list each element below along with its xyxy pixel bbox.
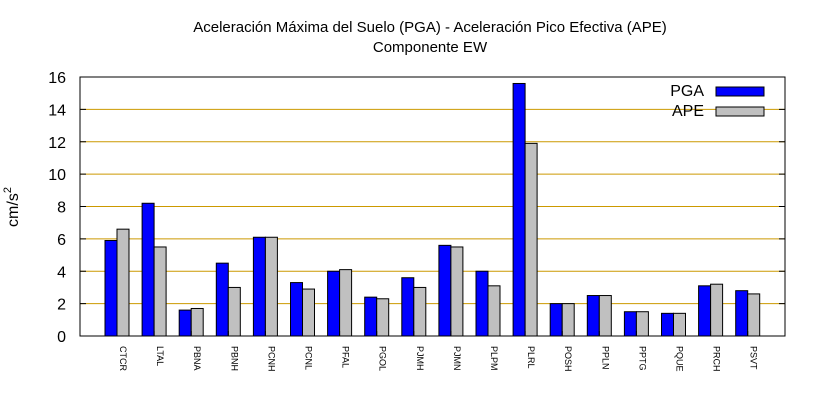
y-tick-label: 16 [48, 70, 66, 87]
legend: PGA APE [670, 83, 765, 120]
category-label-pjmn: PJMN [452, 346, 462, 371]
y-tick-label: 12 [48, 135, 66, 152]
chart-subtitle: Componente EW [373, 39, 488, 56]
bar-ape-pbnh [227, 286, 241, 337]
y-axis-label-exponent: 2 [2, 187, 14, 193]
bar-pga-plpm [475, 270, 489, 337]
y-tick-label: 8 [57, 200, 66, 217]
bar-ape-plpm [487, 285, 501, 337]
y-tick-label: 0 [57, 329, 66, 346]
category-label-pbna: PBNA [192, 346, 202, 371]
bar-pga-pfal [327, 270, 341, 337]
category-label-pbnh: PBNH [229, 346, 239, 371]
category-label-ctcr: CTCR [118, 346, 128, 371]
category-label-prch: PRCH [712, 346, 722, 372]
bar-pga-pque [661, 312, 674, 337]
chart-title: Aceleración Máxima del Suelo (PGA) - Ace… [193, 19, 667, 36]
y-axis-label-unit: cm/s [5, 193, 22, 227]
bar-pga-pcnh [252, 236, 266, 337]
legend-swatch-pga [715, 86, 765, 97]
bar-ape-plrl [524, 142, 538, 337]
category-label-ppln: PPLN [600, 346, 610, 370]
bar-ape-ppln [598, 295, 612, 337]
plot-frame [79, 76, 786, 337]
bar-ape-psvt [747, 293, 761, 337]
category-label-ltal: LTAL [155, 346, 165, 366]
bar-ape-ctcr [116, 228, 130, 337]
bar-pga-pbnh [215, 262, 229, 337]
bar-pga-ltal [141, 202, 155, 337]
bar-ape-pfal [339, 269, 353, 337]
category-label-pfal: PFAL [341, 346, 351, 368]
bar-ape-pjmn [450, 246, 464, 337]
bar-ape-pptg [635, 311, 649, 337]
bar-ape-posh [561, 303, 575, 337]
category-label-pque: PQUE [675, 346, 685, 372]
bar-pga-pbna [178, 309, 192, 337]
legend-label-pga: PGA [670, 83, 704, 100]
y-tick-label: 6 [57, 232, 66, 249]
bar-pga-prch [698, 285, 712, 337]
y-tick-label: 4 [57, 264, 66, 281]
bar-ape-prch [710, 283, 724, 337]
y-axis-ticks: 0 2 4 6 8 10 12 14 16 [48, 70, 785, 346]
bar-pga-pcnl [290, 282, 303, 337]
bar-ape-pgol [376, 298, 390, 337]
bar-pga-pjmh [401, 277, 415, 337]
category-label-plrl: PLRL [526, 346, 536, 369]
y-axis-label: cm/s2 [2, 187, 22, 227]
bar-pga-plrl [512, 82, 526, 337]
x-axis-category-labels: CTCR LTAL PBNA PBNH PCNH PCNL PFAL PGOL PJMH PJMN… [116, 331, 759, 372]
y-tick-label: 14 [48, 102, 66, 119]
bar-ape-pcnh [264, 236, 278, 337]
bar-ape-pcnl [302, 288, 315, 337]
category-label-psvt: PSVT [749, 346, 759, 370]
grid-lines [80, 108, 785, 305]
bar-ape-pbna [190, 307, 204, 337]
bar-pga-psvt [735, 290, 749, 337]
category-label-pcnh: PCNH [266, 346, 276, 372]
category-label-pptg: PPTG [637, 346, 647, 371]
bar-ape-ltal [153, 246, 167, 337]
bar-pga-pjmn [438, 244, 452, 337]
legend-label-ape: APE [672, 103, 704, 120]
bar-ape-pque [673, 312, 686, 337]
legend-swatch-ape [715, 106, 765, 117]
bar-pga-ctcr [104, 239, 118, 337]
bar-pga-posh [549, 303, 563, 337]
bars [104, 82, 761, 337]
y-tick-label: 10 [48, 167, 66, 184]
y-tick-label: 2 [57, 297, 66, 314]
bar-pga-ppln [586, 295, 600, 337]
bar-ape-pjmh [413, 286, 427, 337]
category-label-plpm: PLPM [489, 346, 499, 371]
bar-pga-pptg [623, 311, 637, 337]
bar-pga-pgol [364, 296, 378, 337]
category-label-posh: POSH [563, 346, 573, 372]
category-label-pjmh: PJMH [415, 346, 425, 371]
category-label-pgol: PGOL [378, 346, 388, 371]
category-label-pcnl: PCNL [304, 346, 314, 370]
